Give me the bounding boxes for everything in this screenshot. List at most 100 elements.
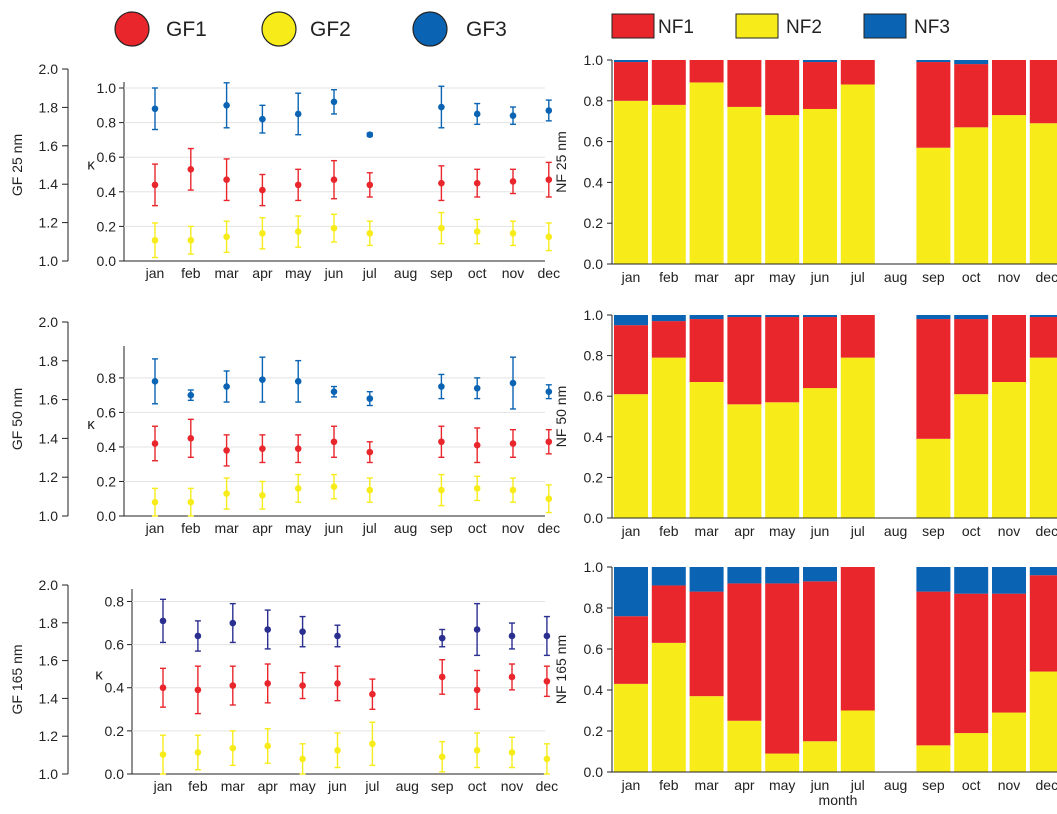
month-label: aug — [884, 523, 907, 539]
point-gf3 — [259, 376, 266, 383]
point-gf1 — [473, 686, 481, 694]
bar-segment-nf2 — [727, 404, 762, 518]
nf-tick-label: 0.8 — [584, 600, 604, 616]
gf-tick-label: 1.8 — [39, 615, 59, 631]
nf-tick-label: 0.4 — [584, 682, 604, 698]
bar-segment-nf2 — [651, 104, 686, 264]
month-label: jan — [621, 269, 641, 285]
gf-tick-label: 2.0 — [39, 577, 59, 593]
kappa-tick-label: 0.2 — [97, 218, 117, 234]
bar-segment-nf1 — [840, 60, 875, 85]
month-label: oct — [468, 520, 487, 536]
bar-segment-nf3 — [916, 60, 951, 63]
legend-label-nf2: NF2 — [786, 17, 822, 38]
month-label: may — [769, 269, 795, 285]
bar-segment-nf1 — [840, 567, 875, 711]
point-gf3 — [159, 617, 167, 625]
gf-tick-label: 1.6 — [39, 392, 59, 408]
nf-tick-label: 0.6 — [584, 641, 604, 657]
kappa-axis-title: κ — [87, 416, 95, 433]
point-gf2 — [187, 236, 195, 244]
bar-segment-nf2 — [992, 712, 1026, 772]
gf-tick-label: 1.2 — [39, 728, 59, 744]
month-label: feb — [659, 269, 679, 285]
bar-segment-nf2 — [840, 84, 875, 264]
point-gf3 — [366, 131, 374, 139]
bar-segment-nf3 — [803, 315, 837, 318]
point-gf3 — [151, 378, 159, 385]
point-gf1 — [294, 445, 302, 452]
bar-segment-nf3 — [803, 567, 837, 582]
point-gf3 — [366, 395, 374, 402]
month-label: sep — [922, 523, 945, 539]
bar-segment-nf2 — [916, 147, 951, 264]
month-label: jan — [621, 777, 641, 793]
point-gf1 — [543, 677, 551, 685]
bar-segment-nf2 — [614, 100, 648, 264]
point-gf3 — [509, 112, 517, 119]
bar-segment-nf2 — [916, 438, 951, 518]
legend-marker-gf3 — [412, 11, 448, 47]
kappa-tick-label: 0.0 — [97, 508, 117, 524]
point-gf2 — [259, 230, 266, 237]
point-gf1 — [438, 179, 445, 187]
bar-segment-nf1 — [916, 62, 951, 148]
bar-segment-nf1 — [992, 593, 1026, 713]
point-gf1 — [369, 690, 376, 698]
point-gf3 — [438, 634, 446, 642]
month-label: dec — [1036, 269, 1057, 285]
month-label: jul — [362, 265, 377, 281]
month-label: nov — [502, 520, 525, 536]
month-label: jan — [145, 520, 165, 536]
legend-label-gf2: GF2 — [310, 18, 351, 41]
legend-marker-gf1 — [114, 11, 150, 47]
point-gf2 — [334, 746, 341, 754]
bar-segment-nf2 — [689, 381, 724, 518]
point-gf2 — [223, 233, 230, 241]
kappa-tick-label: 0.8 — [97, 370, 117, 386]
gf-axis-title: GF 165 nm — [9, 644, 25, 714]
kappa-tick-label: 0.2 — [105, 723, 125, 739]
month-label: apr — [252, 265, 273, 281]
bar-segment-nf2 — [765, 115, 800, 264]
bar-segment-nf3 — [727, 567, 762, 584]
bar-segment-nf2 — [840, 357, 875, 518]
bar-segment-nf1 — [1029, 317, 1057, 358]
month-label: jul — [850, 269, 865, 285]
point-gf3 — [223, 383, 230, 390]
month-label: aug — [884, 269, 907, 285]
gf-panel-3: 1.0 1.2 1.4 1.6 1.8 2.0 GF 165 nm 0.0 0.2 0.4 0.6 0… — [9, 577, 558, 794]
legend-label-nf3: NF3 — [914, 17, 950, 38]
gf-tick-label: 1.6 — [39, 138, 59, 154]
gf-tick-label: 1.0 — [39, 253, 59, 269]
point-gf2 — [545, 495, 553, 503]
point-gf2 — [543, 755, 551, 763]
point-gf3 — [508, 632, 516, 640]
bar-segment-nf3 — [916, 315, 951, 320]
point-gf1 — [366, 448, 374, 456]
month-label: dec — [1036, 523, 1057, 539]
bar-segment-nf3 — [614, 567, 648, 617]
point-gf1 — [264, 680, 272, 687]
month-label: mar — [215, 520, 239, 536]
point-gf3 — [545, 107, 553, 114]
bar-segment-nf1 — [651, 60, 686, 105]
nf-tick-label: 0.2 — [584, 723, 604, 739]
bar-segment-nf1 — [651, 321, 686, 358]
gf-tick-label: 1.8 — [39, 353, 59, 369]
bar-segment-nf3 — [916, 567, 951, 592]
month-label: aug — [394, 265, 417, 281]
bar-segment-nf2 — [765, 402, 800, 518]
month-label: oct — [468, 265, 487, 281]
bar-segment-nf3 — [803, 60, 837, 63]
point-gf1 — [223, 447, 230, 454]
nf-tick-label: 1.0 — [584, 307, 604, 323]
point-gf2 — [438, 224, 445, 232]
point-gf2 — [194, 749, 202, 756]
nf-axis-title: NF 25 nm — [553, 131, 569, 192]
month-label: jun — [810, 777, 830, 793]
point-gf3 — [330, 388, 338, 396]
bar-segment-nf1 — [614, 616, 648, 684]
point-gf1 — [473, 179, 481, 187]
bar-segment-nf1 — [954, 64, 989, 128]
